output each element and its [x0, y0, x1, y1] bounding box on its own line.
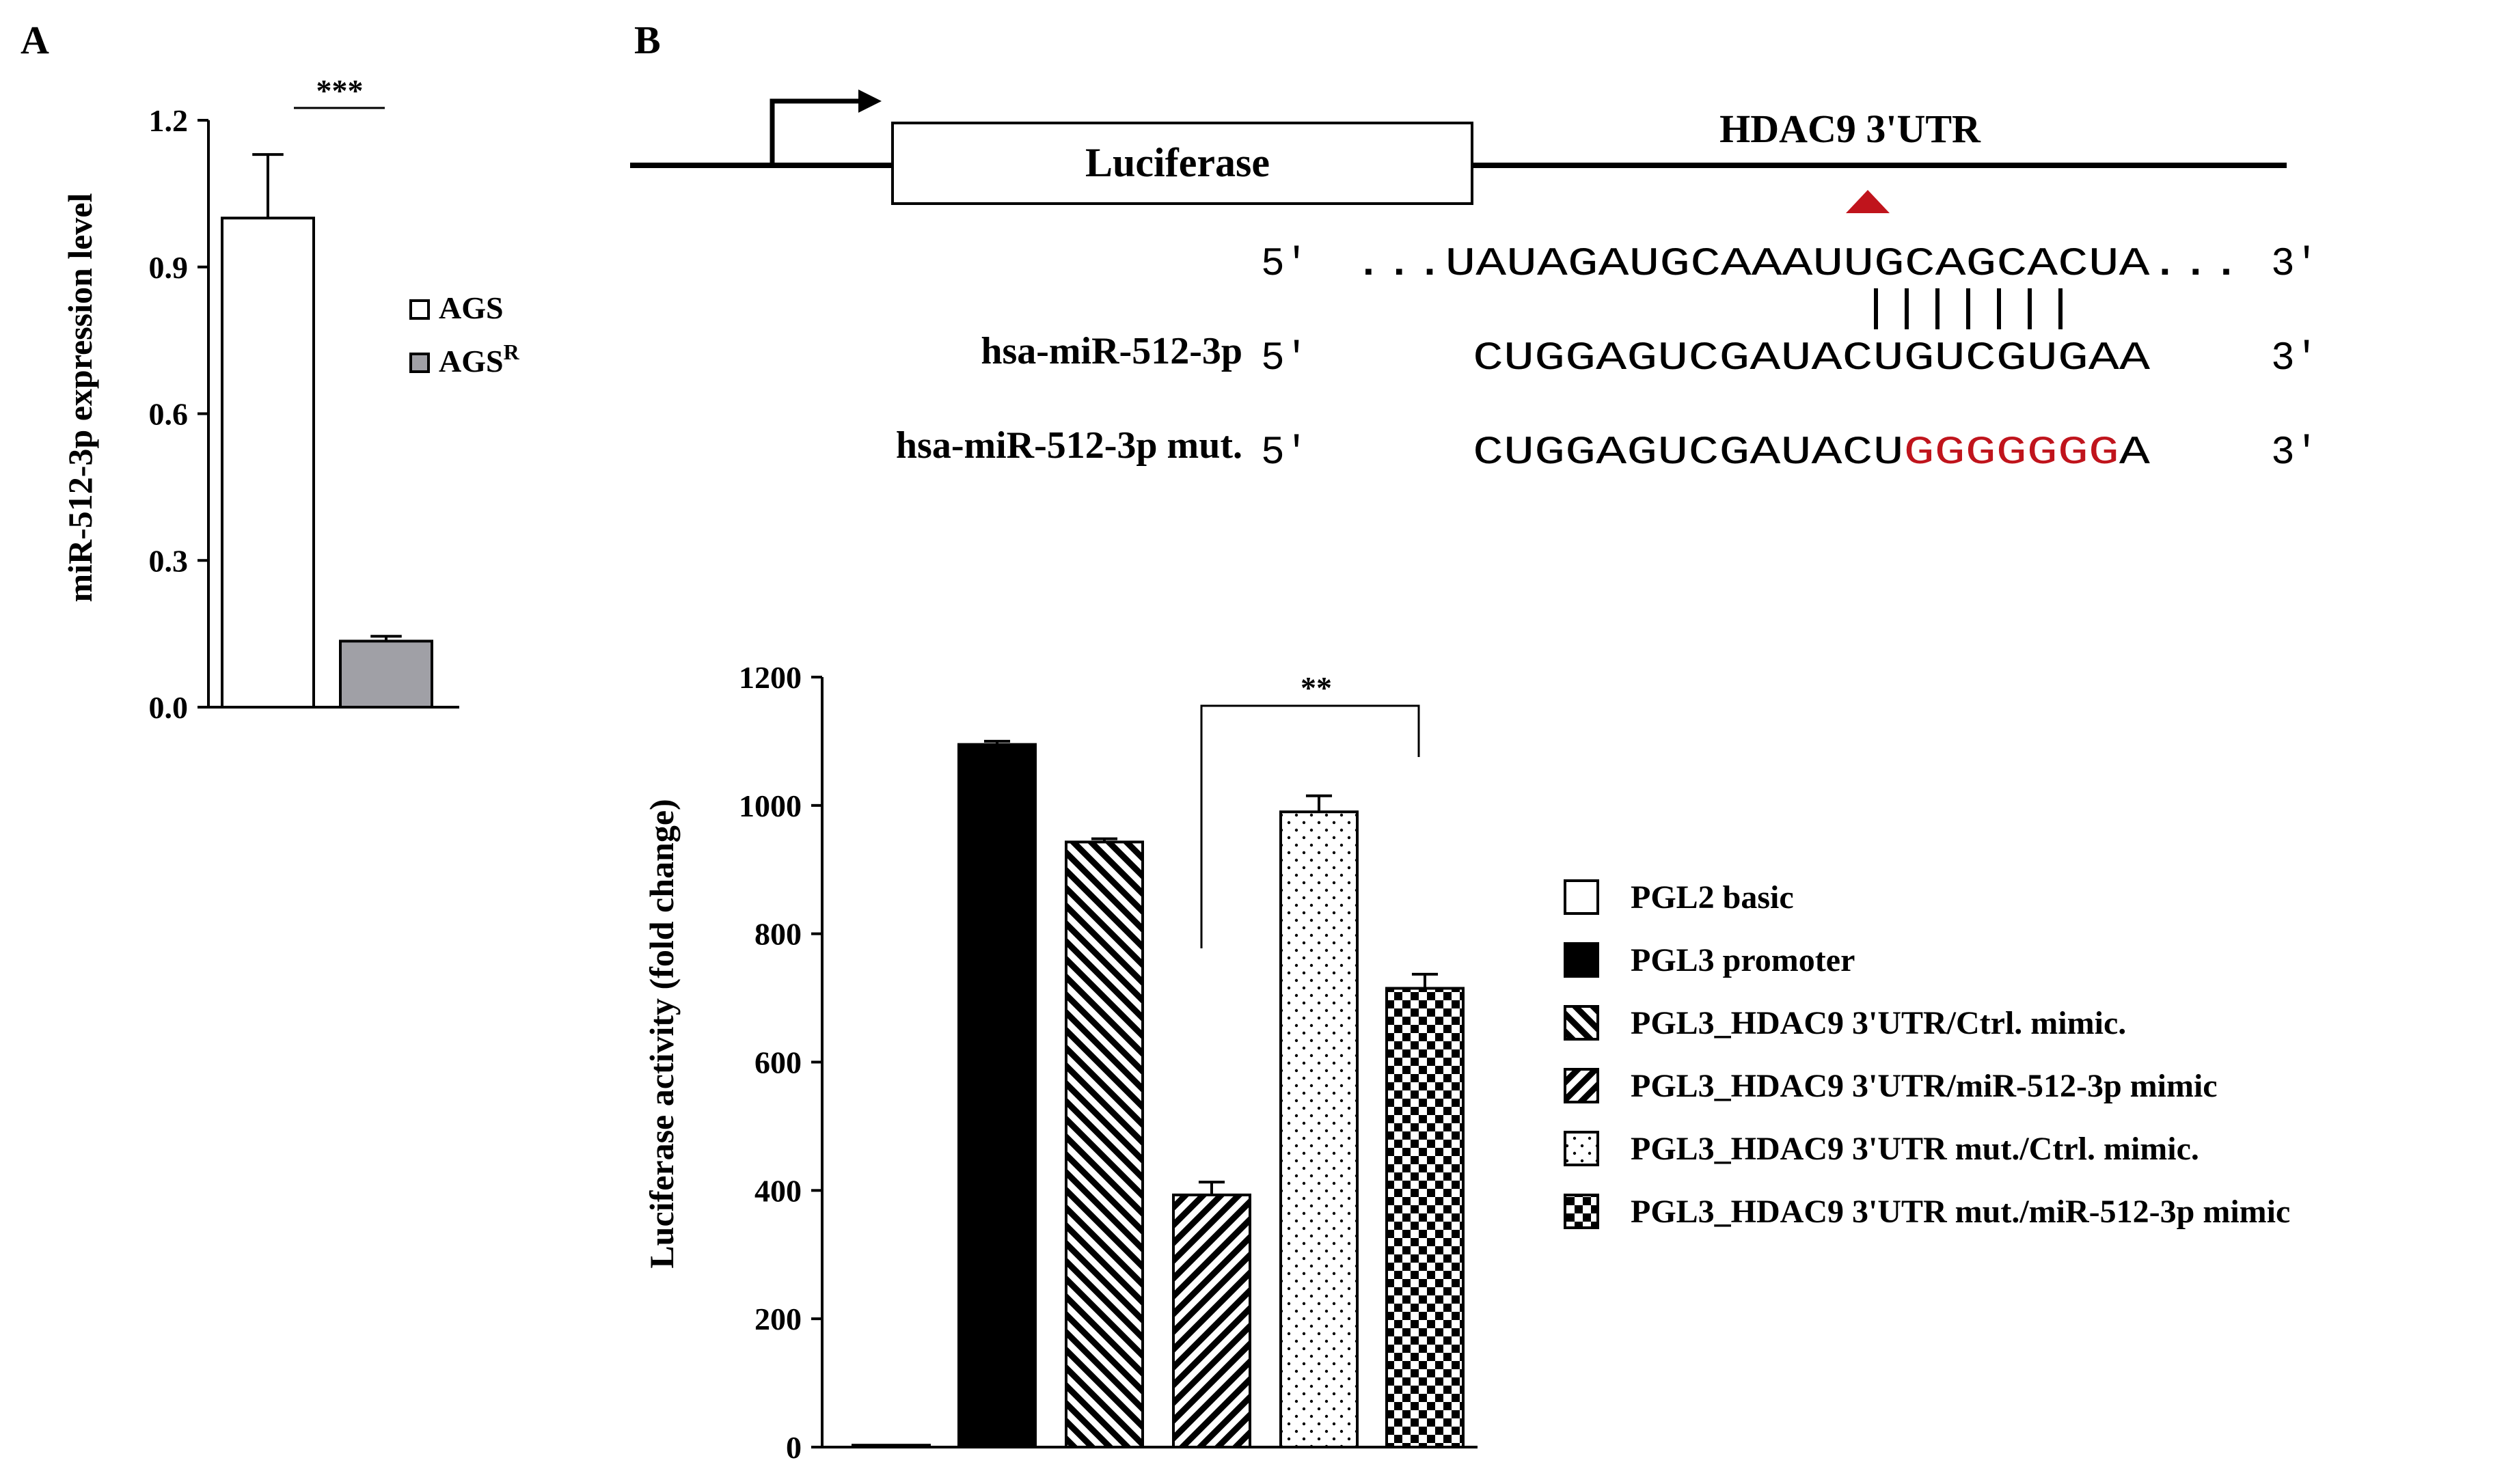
luciferase-box	[891, 122, 1473, 205]
chart-b-bars	[852, 739, 1465, 1449]
legend-b-swatch	[1564, 1005, 1599, 1041]
legend-b-label: PGL3_HDAC9 3'UTR/miR-512-3p mimic	[1631, 1068, 2218, 1104]
mutant-seq-suffix: A	[2119, 431, 2150, 476]
chart-a-ylabel: miR-512-3p expression level	[61, 193, 99, 602]
mutant-name: hsa-miR-512-3p mut.	[896, 424, 1242, 467]
mirna-name: hsa-miR-512-3p	[981, 330, 1242, 372]
panel-a-label: A	[21, 18, 49, 62]
chart-a-y-axis: 0.0 0.3 0.6 0.9 1.2	[149, 103, 210, 725]
chart-a-significance: ***	[316, 73, 364, 108]
legend-a-label-ags: AGS	[439, 290, 504, 325]
panel-a: A 0.0 0.3 0.6 0.9 1.2 miR-512-3p expression …	[21, 18, 520, 725]
legend-b-swatch	[1564, 1068, 1599, 1103]
legend-b-swatch	[1564, 942, 1599, 978]
mutant-3prime: 3'	[2271, 431, 2319, 476]
legend-b-label: PGL3 promoter	[1631, 942, 1855, 978]
legend-a-sup: R	[504, 340, 520, 364]
base-pairing-lines	[1874, 288, 2063, 329]
target-3prime: 3'	[2271, 243, 2319, 287]
legend-b-label: PGL3_HDAC9 3'UTR mut./Ctrl. mimic.	[1631, 1131, 2199, 1167]
legend-b-swatch	[1564, 879, 1599, 915]
y-tick-label: 600	[754, 1045, 802, 1080]
bar	[1172, 1193, 1251, 1448]
panel-b-schematic: B Luciferase HDAC9 3'UTR 5' ...UAUAGAUGC…	[630, 18, 2319, 476]
chart-b-ylabel: Luciferase activity (fold change)	[642, 799, 681, 1268]
y-tick-label: 1.2	[149, 103, 189, 138]
y-tick-label: 200	[754, 1302, 802, 1336]
panel-b-label: B	[634, 18, 661, 62]
chart-b-significance: **	[1301, 670, 1332, 705]
luciferase-label: Luciferase	[1085, 140, 1270, 185]
legend-a-swatch-agsr	[409, 353, 430, 373]
y-tick-label: 0.6	[149, 397, 189, 432]
promoter-arrow-icon	[770, 98, 862, 165]
mutant-seq-mutated: GGGGGGG	[1904, 431, 2119, 476]
legend-a-label-agsr: AGSR	[439, 340, 520, 379]
mirna-sequence: CUGGAGUCGAUACUGUCGUGAA	[1473, 337, 2150, 381]
legend-b-label: PGL3_HDAC9 3'UTR mut./miR-512-3p mimic	[1631, 1194, 2290, 1230]
chart-b-significance-bracket	[1200, 704, 1420, 948]
chart-b-y-axis: 0 200 400 600 800 1000 1200	[739, 660, 824, 1465]
mutant-5prime: 5'	[1261, 431, 1309, 476]
bar	[339, 640, 433, 709]
y-tick-label: 400	[754, 1173, 802, 1208]
target-sequence: ...UAUAGAUGCAAAUUGCAGCACUA...	[1353, 243, 2242, 287]
chart-a-legend: AGS AGSR	[409, 290, 520, 379]
bar	[852, 1444, 931, 1449]
legend-b-swatch	[1564, 1131, 1599, 1166]
bar	[1279, 810, 1359, 1448]
legend-a-swatch-ags	[409, 299, 430, 320]
mirna-3prime: 3'	[2271, 337, 2319, 381]
mutant-seq-prefix: CUGGAGUCGAUACU	[1473, 431, 1904, 476]
y-tick-label: 1000	[739, 788, 802, 823]
target-5prime: 5'	[1261, 243, 1309, 287]
chart-b-legend: PGL2 basic PGL3 promoter PGL3_HDAC9 3'UTR/…	[1564, 879, 2290, 1230]
y-tick-label: 0.0	[149, 690, 189, 725]
y-tick-label: 0.3	[149, 543, 189, 578]
bar	[1065, 840, 1144, 1448]
y-tick-label: 0.9	[149, 250, 189, 285]
y-tick-label: 800	[754, 917, 802, 952]
bar	[957, 743, 1037, 1448]
utr-label: HDAC9 3'UTR	[1719, 107, 1981, 151]
legend-b-label: PGL3_HDAC9 3'UTR/Ctrl. mimic.	[1631, 1005, 2126, 1041]
bar	[1385, 987, 1465, 1448]
binding-site-triangle-icon	[1846, 190, 1890, 213]
promoter-arrowhead-icon	[858, 90, 882, 113]
legend-b-swatch	[1564, 1194, 1599, 1229]
mirna-5prime: 5'	[1261, 337, 1309, 381]
bar	[221, 217, 315, 709]
legend-b-label: PGL2 basic	[1631, 879, 1794, 916]
y-tick-label: 0	[786, 1430, 802, 1465]
chart-a-bars	[221, 153, 433, 709]
mutant-sequence: CUGGAGUCGAUACU GGGGGGG A	[1473, 431, 2150, 476]
y-tick-label: 1200	[739, 660, 802, 695]
panel-b-chart: 0 200 400 600 800 1000 1200 Luciferase activit…	[642, 660, 2290, 1465]
